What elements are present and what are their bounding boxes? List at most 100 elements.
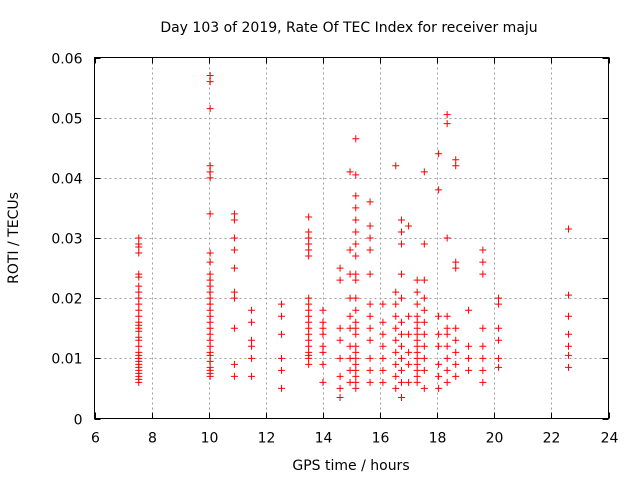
data-point: [230, 216, 238, 224]
data-point: [206, 330, 214, 338]
data-point: [405, 348, 413, 356]
data-point: [206, 363, 214, 371]
data-point: [495, 294, 503, 302]
data-point: [248, 342, 256, 350]
data-point: [443, 342, 451, 350]
data-point: [206, 324, 214, 332]
data-point: [305, 330, 313, 338]
data-point: [379, 378, 387, 386]
data-point: [443, 366, 451, 374]
data-point: [305, 252, 313, 260]
data-point: [366, 222, 374, 230]
data-point: [206, 78, 214, 86]
data-point: [435, 372, 443, 380]
data-point: [305, 240, 313, 248]
data-point: [420, 294, 428, 302]
data-point: [392, 300, 400, 308]
data-point: [278, 330, 286, 338]
y-tick-label: 0.02: [51, 292, 82, 308]
data-point: [206, 162, 214, 170]
data-point: [305, 312, 313, 320]
data-point: [319, 330, 327, 338]
data-point: [366, 234, 374, 242]
data-point: [420, 306, 428, 314]
data-point: [397, 342, 405, 350]
data-point: [206, 288, 214, 296]
data-point: [230, 210, 238, 218]
data-point: [366, 366, 374, 374]
data-point: [206, 357, 214, 365]
data-point: [443, 120, 451, 128]
x-axis-label: GPS time / hours: [292, 458, 409, 474]
data-point: [397, 270, 405, 278]
data-point: [465, 306, 473, 314]
data-point: [206, 300, 214, 308]
data-point: [206, 336, 214, 344]
data-point: [379, 366, 387, 374]
data-point: [336, 336, 344, 344]
data-point: [479, 270, 487, 278]
data-point: [352, 252, 360, 260]
data-point: [366, 312, 374, 320]
data-point: [413, 360, 421, 368]
data-point: [443, 378, 451, 386]
data-point: [392, 312, 400, 320]
data-point: [452, 156, 460, 164]
data-point: [420, 384, 428, 392]
data-point: [135, 240, 143, 248]
data-point: [495, 324, 503, 332]
data-point: [305, 360, 313, 368]
data-point: [278, 366, 286, 374]
data-point: [435, 384, 443, 392]
x-tick-label: 20: [486, 431, 504, 447]
data-point: [452, 258, 460, 266]
data-point: [479, 258, 487, 266]
x-tick-label: 6: [91, 431, 100, 447]
data-point: [392, 372, 400, 380]
data-point: [305, 336, 313, 344]
data-point: [565, 312, 573, 320]
data-point: [135, 333, 143, 341]
data-point: [452, 336, 460, 344]
data-point: [366, 336, 374, 344]
x-tick-label: 24: [601, 431, 619, 447]
data-point: [413, 276, 421, 284]
y-tick-labels: 0 0.01 0.02 0.03 0.04 0.05 0.06: [51, 52, 82, 429]
data-point: [495, 354, 503, 362]
data-point: [397, 294, 405, 302]
data-point: [443, 111, 451, 119]
data-point: [352, 318, 360, 326]
y-tick-label: 0: [74, 413, 83, 429]
data-point: [413, 324, 421, 332]
data-point: [565, 342, 573, 350]
data-point: [435, 342, 443, 350]
data-point: [443, 330, 451, 338]
data-point: [379, 342, 387, 350]
data-point: [352, 228, 360, 236]
data-point: [465, 366, 473, 374]
x-tick-label: 14: [315, 431, 333, 447]
data-point: [319, 378, 327, 386]
data-point: [420, 240, 428, 248]
data-point: [305, 234, 313, 242]
data-point: [206, 210, 214, 218]
data-point: [206, 105, 214, 113]
data-point: [420, 168, 428, 176]
data-point: [405, 378, 413, 386]
data-point: [405, 330, 413, 338]
x-tick-label: 22: [543, 431, 561, 447]
data-point: [352, 294, 360, 302]
data-point: [352, 384, 360, 392]
data-point: [305, 318, 313, 326]
data-point: [397, 378, 405, 386]
data-point: [379, 354, 387, 362]
data-point: [346, 246, 354, 254]
data-point: [420, 318, 428, 326]
data-point: [135, 306, 143, 314]
data-point: [230, 294, 238, 302]
data-point: [248, 354, 256, 362]
data-point: [565, 330, 573, 338]
data-point: [305, 246, 313, 254]
data-point: [413, 354, 421, 362]
